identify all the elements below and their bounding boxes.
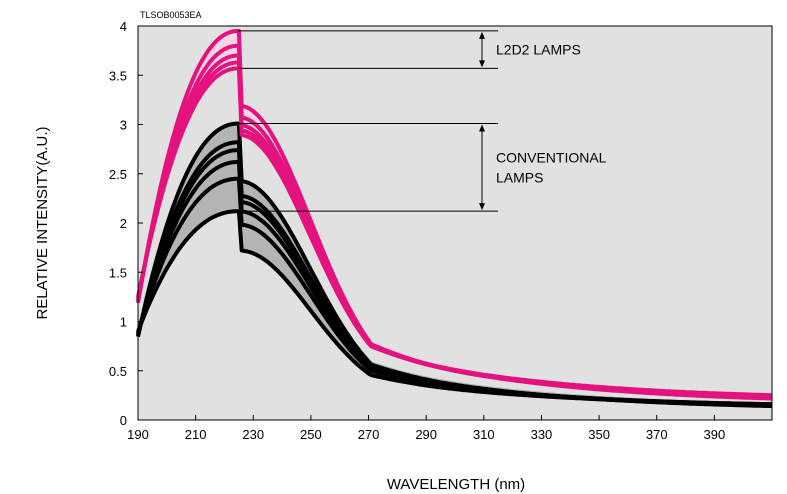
- x-tick-label-210: 210: [185, 427, 207, 442]
- x-tick-label-370: 370: [646, 427, 668, 442]
- chart-code-label: TLSOB0053EA: [140, 10, 202, 20]
- y-tick-label-1: 0.5: [109, 364, 127, 379]
- y-tick-label-7: 3.5: [109, 68, 127, 83]
- y-tick-label-4: 2: [120, 216, 127, 231]
- x-tick-label-390: 390: [704, 427, 726, 442]
- conventional-band: [138, 123, 772, 406]
- x-axis: 190 210 230 250 270 290 310 330 350 370 390: [127, 415, 725, 442]
- y-tick-label-5: 2.5: [109, 167, 127, 182]
- conventional-annotation-1: CONVENTIONAL: [496, 149, 607, 165]
- y-tick-label-8: 4: [120, 19, 127, 34]
- band-layer: [138, 30, 772, 406]
- y-tick-label-3: 1.5: [109, 265, 127, 280]
- conventional-arrow-top: [479, 124, 485, 132]
- x-tick-label-250: 250: [300, 427, 322, 442]
- conventional-curve-6: [136, 209, 773, 407]
- l2d2-annotation-1: L2D2 LAMPS: [496, 42, 581, 58]
- l2d2-curve-5: [136, 66, 773, 398]
- y-tick-label-6: 3: [120, 118, 127, 133]
- x-tick-label-190: 190: [127, 427, 149, 442]
- x-tick-label-350: 350: [588, 427, 610, 442]
- curve-layer: [136, 28, 773, 409]
- x-axis-title: WAVELENGTH (nm): [387, 476, 525, 493]
- x-tick-label-290: 290: [415, 427, 437, 442]
- x-tick-label-330: 330: [531, 427, 553, 442]
- annotation-layer: L2D2 LAMPS CONVENTIONAL LAMPS: [238, 30, 607, 212]
- y-tick-label-0: 0: [120, 413, 127, 428]
- y-tick-label-2: 1: [120, 315, 127, 330]
- y-axis-title: RELATIVE INTENSITY(A.U.): [34, 126, 51, 319]
- conventional-annotation-2: LAMPS: [496, 169, 543, 185]
- l2d2-arrow-bottom: [479, 60, 485, 68]
- plot-area: [138, 26, 772, 420]
- y-axis: 0 0.5 1 1.5 2 2.5 3 3.5 4: [109, 19, 143, 428]
- x-tick-label-230: 230: [242, 427, 264, 442]
- l2d2-band: [138, 30, 772, 398]
- l2d2-arrow-top: [479, 31, 485, 39]
- x-tick-label-270: 270: [358, 427, 380, 442]
- x-tick-label-310: 310: [473, 427, 495, 442]
- conventional-arrow-bottom: [479, 203, 485, 211]
